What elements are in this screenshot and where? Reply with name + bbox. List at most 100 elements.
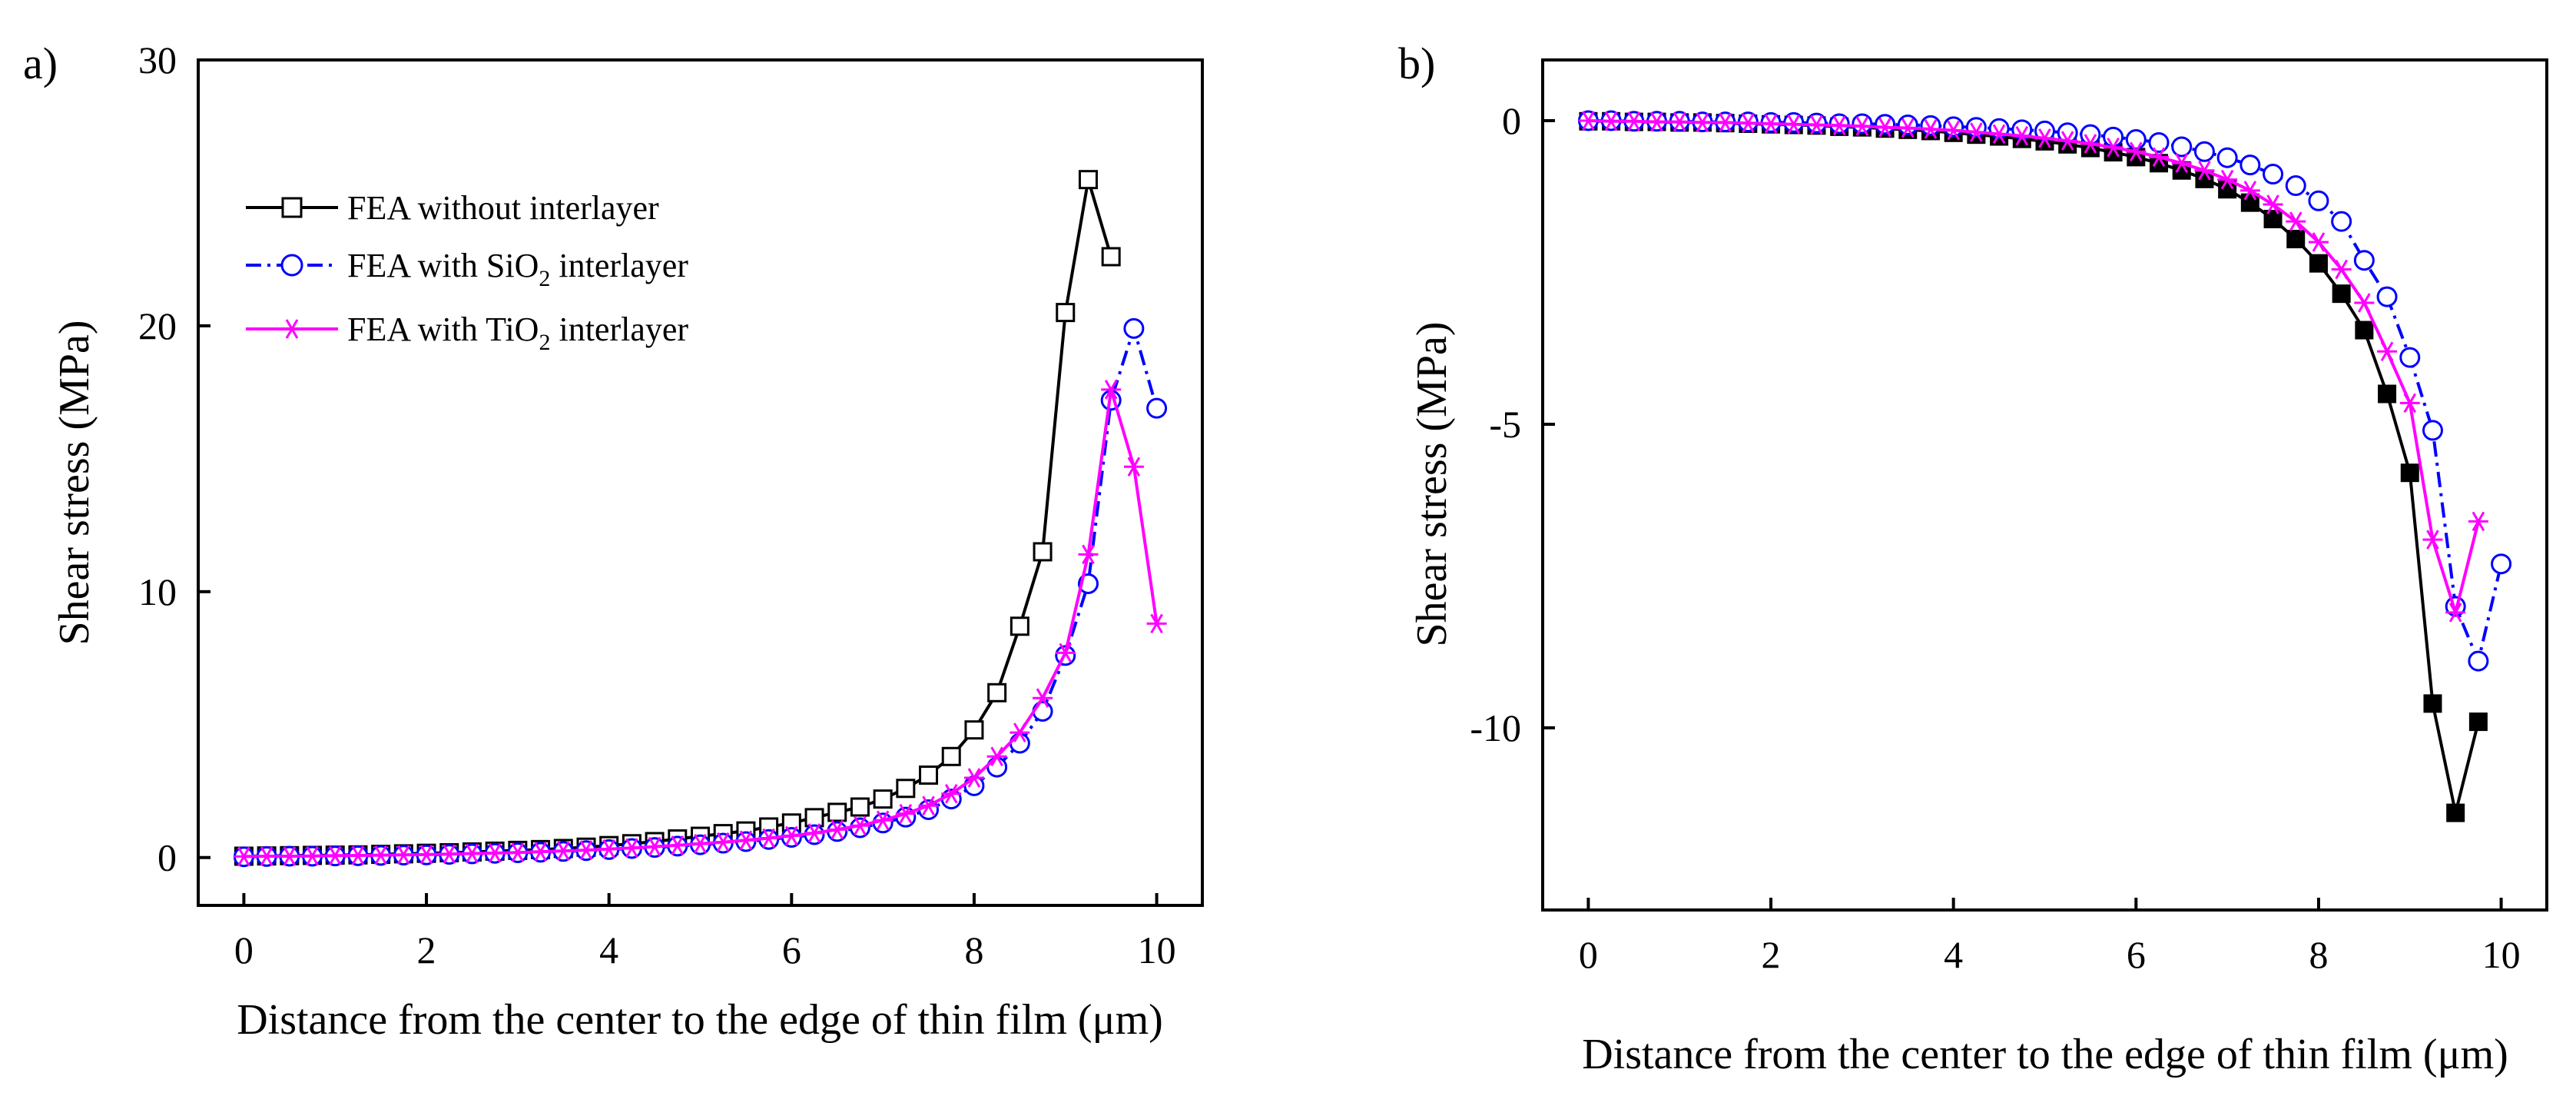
data-point	[964, 720, 984, 740]
y-tick-label: 0	[157, 836, 177, 879]
data-point	[1601, 111, 1622, 131]
panel-a-series	[233, 170, 1168, 868]
y-tick-label: 0	[1502, 99, 1521, 142]
x-tick-label: 8	[964, 928, 983, 971]
legend-entry-tio2-interlayer: FEA with TiO2 interlayer	[246, 311, 688, 355]
legend-square-marker-icon	[281, 197, 303, 218]
series-1	[233, 317, 1168, 868]
x-tick-label: 4	[599, 928, 618, 971]
data-point	[2354, 293, 2375, 313]
data-point	[1989, 124, 2010, 144]
data-point	[1078, 170, 1098, 190]
data-point	[553, 841, 574, 861]
panel-b-series	[1577, 110, 2512, 822]
data-point	[827, 802, 847, 822]
data-point	[530, 842, 551, 862]
data-point	[1009, 732, 1030, 754]
data-point	[2377, 341, 2398, 361]
data-point	[2239, 181, 2260, 201]
x-tick-label: 6	[2127, 933, 2146, 976]
panel-b-x-axis: 0 2 4 6 8 10	[1579, 898, 2521, 976]
data-point	[1146, 613, 1167, 634]
data-point	[896, 779, 916, 799]
data-point	[919, 766, 939, 785]
data-point	[2263, 194, 2283, 214]
data-point	[2353, 250, 2375, 271]
data-point	[1578, 111, 1599, 131]
data-point	[2446, 803, 2465, 822]
data-point	[758, 828, 779, 849]
data-point	[2468, 511, 2488, 532]
series-line	[1588, 119, 2480, 614]
data-point	[1875, 117, 1895, 138]
y-tick-label: -5	[1489, 403, 1521, 446]
legend-asterisk-marker-icon	[281, 319, 303, 339]
data-point	[1715, 112, 1736, 133]
data-point	[347, 845, 368, 865]
data-point	[439, 844, 459, 864]
data-point	[598, 839, 619, 859]
data-point	[1852, 116, 1872, 136]
data-point	[1898, 118, 1918, 138]
data-point	[2217, 169, 2238, 190]
panel-b-y-axis-title: Shear stress (MPa)	[1408, 321, 1456, 646]
data-point	[1829, 115, 1850, 136]
data-point	[1055, 643, 1076, 663]
data-point	[370, 845, 391, 865]
data-point	[2034, 128, 2055, 148]
data-point	[2171, 153, 2192, 174]
data-point	[690, 833, 711, 854]
panel-a-legend: FEA without interlayer FEA with SiO2 int…	[246, 189, 688, 355]
data-point	[2126, 141, 2147, 162]
data-point	[1101, 247, 1121, 267]
x-tick-label: 4	[1944, 933, 1963, 976]
data-point	[2240, 193, 2259, 212]
series-2	[1578, 111, 2488, 623]
data-point	[2445, 603, 2466, 623]
data-point	[462, 843, 482, 864]
data-point	[2468, 650, 2489, 672]
data-point	[735, 830, 756, 851]
series-1	[1577, 110, 2512, 672]
data-point	[895, 803, 916, 824]
data-point	[986, 746, 1007, 767]
panel-a-plot-frame	[197, 58, 1204, 907]
x-tick-label: 2	[1762, 933, 1781, 976]
data-point	[804, 808, 824, 828]
panel-a: a) 0 2 4 6 8 10 0 10 20 30 Distance from the cen…	[23, 38, 1204, 1044]
panel-b: b) 0 2 4 6 8 10 0 -5 -10 Distance from the cent…	[1398, 38, 2548, 1078]
data-point	[257, 846, 277, 866]
data-point	[2263, 209, 2283, 228]
data-point	[1966, 122, 1987, 142]
data-point	[622, 838, 642, 859]
data-point	[2125, 128, 2147, 150]
data-point	[2491, 553, 2512, 575]
panel-a-x-axis-title: Distance from the center to the edge of …	[237, 996, 1163, 1044]
x-tick-label: 0	[234, 928, 254, 971]
data-point	[2331, 259, 2352, 280]
data-point	[2011, 125, 2032, 146]
data-point	[1123, 317, 1145, 339]
data-point	[1078, 544, 1099, 565]
data-point	[1032, 700, 1053, 722]
data-point	[804, 823, 825, 843]
data-point	[234, 846, 254, 867]
series-line	[244, 327, 1159, 859]
data-point	[1761, 114, 1782, 134]
data-point	[2468, 712, 2488, 732]
panel-a-y-axis-title: Shear stress (MPa)	[51, 320, 98, 645]
data-point	[645, 836, 665, 857]
data-point	[941, 746, 961, 766]
data-point	[2332, 284, 2351, 304]
panel-b-y-axis: 0 -5 -10	[1470, 99, 1555, 749]
data-point	[2422, 530, 2443, 550]
data-point	[1010, 616, 1029, 636]
data-point	[1623, 111, 1644, 131]
panel-a-y-axis: 0 10 20 30	[138, 38, 211, 879]
data-point	[873, 789, 893, 809]
y-tick-label: -10	[1470, 706, 1521, 749]
data-point	[279, 846, 300, 866]
data-point	[941, 783, 962, 804]
data-point	[918, 795, 939, 816]
